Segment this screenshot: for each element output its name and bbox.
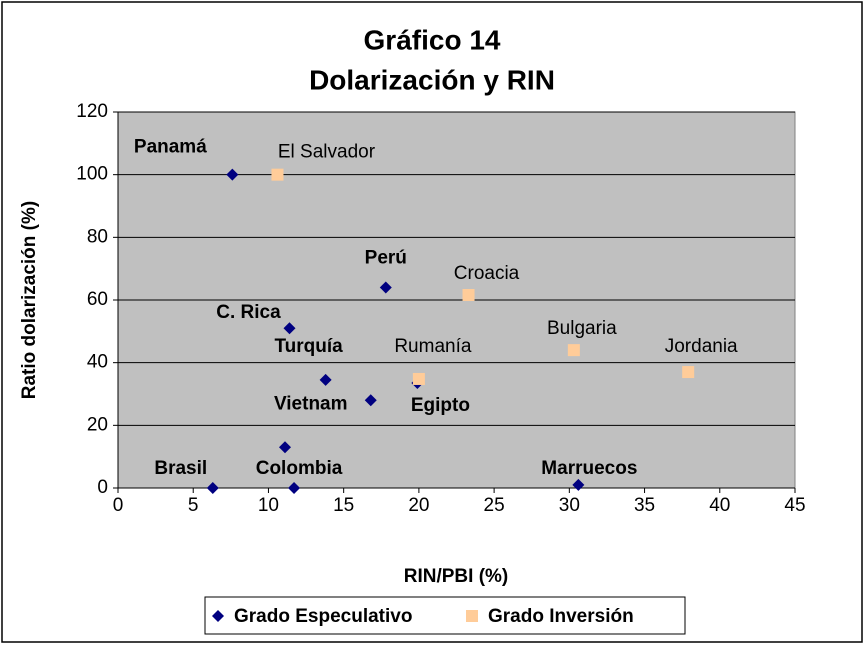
point: [206, 482, 219, 494]
point: [567, 344, 580, 357]
point-label: Bulgaria: [547, 318, 617, 339]
point-label: Croacia: [454, 263, 520, 284]
point: [379, 281, 392, 294]
point-label: Egipto: [411, 395, 470, 416]
point: [226, 168, 239, 181]
point: [572, 478, 585, 491]
y-tick-label: 0: [97, 477, 108, 498]
chart-title: Dolarización y RIN: [309, 64, 555, 95]
point: [319, 373, 332, 386]
point-label: Marruecos: [541, 458, 637, 479]
point: [364, 394, 377, 407]
x-tick-label: 20: [408, 495, 429, 516]
x-tick-label: 15: [333, 495, 354, 516]
legend: [204, 596, 686, 635]
point-label: Vietnam: [274, 393, 348, 414]
y-tick-label: 60: [87, 289, 108, 310]
y-axis-title: Ratio dolarización (%): [19, 201, 40, 399]
x-tick-label: 45: [784, 495, 805, 516]
x-tick-label: 30: [559, 495, 580, 516]
point-label: Turquía: [274, 336, 343, 357]
point-label: Perú: [365, 247, 407, 268]
x-tick-label: 0: [113, 495, 124, 516]
point: [462, 288, 475, 301]
x-tick-label: 35: [634, 495, 655, 516]
legend-label: Grado Inversión: [488, 606, 634, 627]
y-tick-label: 20: [87, 414, 108, 435]
x-tick-label: 5: [188, 495, 199, 516]
point-label: Colombia: [256, 458, 343, 479]
point: [682, 366, 695, 379]
point-label: Jordania: [665, 336, 738, 357]
point-label: Rumanía: [394, 336, 472, 357]
x-tick-label: 40: [709, 495, 730, 516]
y-tick-label: 100: [76, 164, 108, 185]
y-tick-label: 40: [87, 352, 108, 373]
point: [288, 482, 301, 494]
y-tick-label: 120: [76, 101, 108, 122]
point: [412, 372, 425, 385]
x-tick-label: 25: [484, 495, 505, 516]
x-tick-label: 10: [258, 495, 279, 516]
point: [271, 168, 284, 181]
point-label: Brasil: [154, 458, 207, 479]
point-label: C. Rica: [216, 302, 281, 323]
chart-title: Gráfico 14: [364, 24, 501, 55]
point-label: El Salvador: [278, 142, 376, 163]
y-tick-label: 80: [87, 226, 108, 247]
point-label: Panamá: [134, 137, 207, 158]
legend-label: Grado Especulativo: [234, 606, 412, 627]
x-axis-title: RIN/PBI (%): [404, 566, 509, 587]
legend-marker: [466, 610, 478, 622]
point: [278, 441, 291, 454]
legend-marker: [212, 610, 224, 622]
point: [283, 322, 296, 335]
